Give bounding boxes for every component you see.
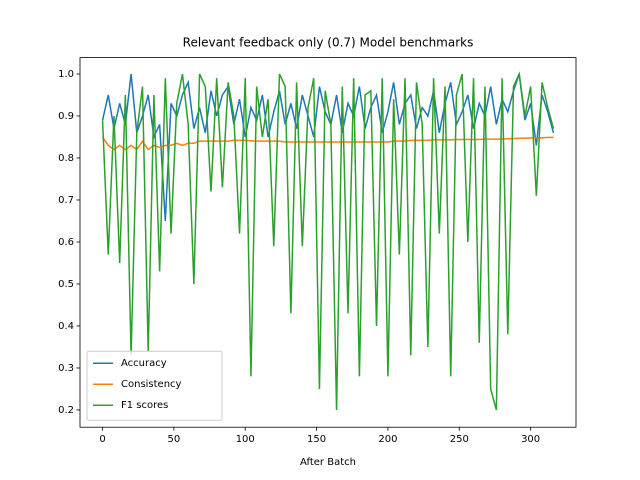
y-tick-label: 0.7 bbox=[58, 195, 74, 206]
legend: Accuracy Consistency F1 scores bbox=[86, 350, 223, 421]
legend-label: Consistency bbox=[121, 379, 182, 390]
legend-label: Accuracy bbox=[121, 358, 167, 369]
x-tick-label: 0 bbox=[99, 434, 105, 445]
y-tick-label: 0.5 bbox=[58, 279, 74, 290]
x-tick-label: 250 bbox=[450, 434, 469, 445]
legend-box bbox=[86, 350, 223, 421]
y-tick-label: 1.0 bbox=[58, 69, 74, 80]
line-series bbox=[101, 71, 555, 411]
x-axis-label: After Batch bbox=[300, 457, 356, 468]
plot-frame bbox=[79, 57, 577, 428]
x-tick-label: 50 bbox=[168, 434, 181, 445]
y-tick-label: 0.2 bbox=[58, 405, 74, 416]
x-tick-label: 300 bbox=[521, 434, 540, 445]
y-tick-label: 0.3 bbox=[58, 363, 74, 374]
line-series bbox=[101, 73, 555, 222]
x-tick-label: 200 bbox=[378, 434, 397, 445]
y-tick-label: 0.8 bbox=[58, 153, 74, 164]
y-tick-label: 0.9 bbox=[58, 111, 74, 122]
chart-title: Relevant feedback only (0.7) Model bench… bbox=[183, 36, 474, 50]
x-tick-label: 100 bbox=[236, 434, 255, 445]
x-tick-label: 150 bbox=[307, 434, 326, 445]
legend-label: F1 scores bbox=[121, 400, 168, 411]
y-tick-label: 0.4 bbox=[58, 321, 74, 332]
y-tick-label: 0.6 bbox=[58, 237, 74, 248]
line-series bbox=[101, 136, 554, 151]
